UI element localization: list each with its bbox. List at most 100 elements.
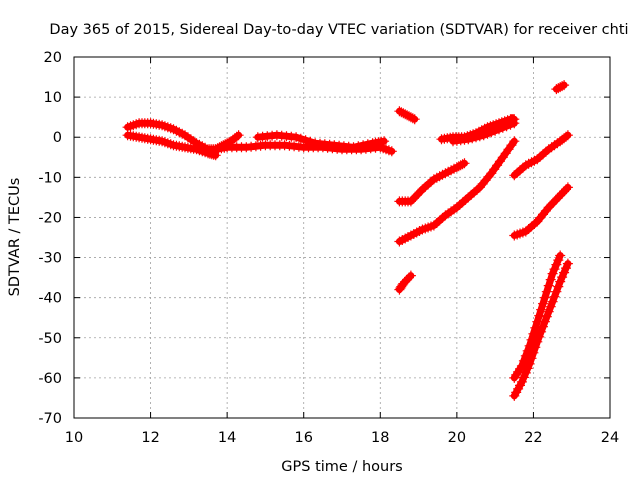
plus-marker bbox=[541, 311, 552, 322]
plus-marker bbox=[551, 286, 562, 297]
plus-marker bbox=[409, 114, 420, 125]
plus-marker bbox=[555, 276, 566, 287]
plus-marker bbox=[562, 130, 573, 141]
plus-marker bbox=[561, 263, 571, 274]
x-tick-label: 18 bbox=[371, 430, 389, 446]
y-tick-label: -40 bbox=[38, 291, 62, 307]
chart-title: Day 365 of 2015, Sidereal Day-to-day VTE… bbox=[49, 22, 628, 38]
y-tick-label: 10 bbox=[44, 90, 62, 106]
plus-marker bbox=[530, 342, 541, 353]
tick-layer: 10 12 14 16 18 20 22 24 20 10 0 -10 -20 -30 -40 -50 -60 -… bbox=[38, 50, 619, 446]
y-tick-label: -60 bbox=[38, 371, 62, 387]
y-tick-label: 0 bbox=[53, 130, 62, 146]
plus-marker bbox=[549, 264, 560, 275]
data-series bbox=[509, 130, 573, 181]
plus-marker bbox=[539, 292, 550, 303]
plus-marker bbox=[555, 250, 566, 261]
data-series bbox=[122, 130, 221, 161]
data-series bbox=[509, 258, 573, 401]
plus-marker bbox=[536, 326, 547, 337]
plus-marker bbox=[524, 358, 535, 369]
plus-marker bbox=[526, 353, 537, 364]
x-tick-label: 12 bbox=[141, 430, 159, 446]
plus-marker bbox=[545, 274, 556, 285]
data-layer bbox=[122, 80, 573, 401]
plus-marker bbox=[543, 280, 554, 291]
plus-marker bbox=[231, 131, 242, 142]
plus-marker bbox=[562, 182, 573, 193]
data-series bbox=[394, 136, 520, 247]
x-tick-label: 24 bbox=[601, 430, 619, 446]
plus-marker bbox=[516, 376, 527, 387]
y-tick-label: -50 bbox=[38, 331, 62, 347]
plus-marker bbox=[348, 142, 359, 153]
plus-marker bbox=[553, 281, 564, 292]
plus-marker bbox=[457, 159, 468, 170]
plus-marker bbox=[557, 272, 568, 283]
y-tick-label: 20 bbox=[44, 50, 62, 66]
plot-frame bbox=[73, 56, 611, 419]
plus-marker bbox=[541, 286, 552, 297]
plus-marker bbox=[353, 141, 364, 152]
plus-marker bbox=[536, 304, 547, 315]
plus-marker bbox=[547, 296, 558, 307]
y-tick-label: -30 bbox=[38, 251, 62, 267]
plus-marker bbox=[538, 298, 548, 309]
plus-marker bbox=[509, 136, 520, 147]
plus-marker bbox=[518, 372, 529, 383]
plus-marker bbox=[557, 81, 568, 92]
plus-marker bbox=[534, 331, 545, 342]
y-tick-label: -20 bbox=[38, 210, 62, 226]
plus-marker bbox=[532, 336, 543, 347]
plus-marker bbox=[305, 136, 316, 147]
x-tick-label: 22 bbox=[524, 430, 542, 446]
x-tick-label: 14 bbox=[218, 430, 236, 446]
plus-marker bbox=[291, 132, 302, 143]
data-series bbox=[252, 130, 390, 153]
plus-marker bbox=[522, 363, 533, 374]
plus-marker bbox=[362, 139, 373, 150]
plus-marker bbox=[509, 118, 520, 129]
plus-marker bbox=[561, 131, 571, 142]
y-tick-label: -10 bbox=[38, 170, 62, 186]
plus-marker bbox=[530, 322, 541, 333]
plus-marker bbox=[300, 135, 311, 146]
plus-marker bbox=[379, 136, 390, 147]
plus-marker bbox=[553, 255, 564, 266]
plus-marker bbox=[386, 146, 397, 157]
x-tick-label: 20 bbox=[448, 430, 466, 446]
x-tick-label: 16 bbox=[294, 430, 312, 446]
x-axis-label: GPS time / hours bbox=[281, 459, 402, 475]
data-series bbox=[551, 80, 570, 95]
plus-marker bbox=[559, 80, 570, 91]
plus-marker bbox=[404, 272, 414, 283]
data-series bbox=[448, 118, 520, 147]
plus-marker bbox=[551, 259, 562, 270]
plus-marker bbox=[543, 306, 554, 317]
x-tick-label: 10 bbox=[65, 430, 83, 446]
plus-marker bbox=[233, 130, 244, 141]
y-axis-label: SDTVAR / TECUs bbox=[7, 178, 23, 297]
data-series bbox=[509, 182, 573, 241]
plus-marker bbox=[358, 140, 369, 151]
plus-marker bbox=[459, 158, 470, 169]
plus-marker bbox=[520, 367, 531, 378]
plus-marker bbox=[539, 316, 550, 327]
plus-marker bbox=[534, 310, 545, 321]
plus-marker bbox=[295, 133, 306, 144]
plus-marker bbox=[405, 270, 416, 281]
data-series bbox=[509, 250, 566, 383]
data-series bbox=[394, 106, 420, 125]
plus-marker bbox=[559, 267, 570, 278]
y-tick-label: -70 bbox=[38, 411, 62, 427]
plus-marker bbox=[407, 113, 418, 124]
data-series bbox=[394, 270, 416, 295]
plus-marker bbox=[562, 258, 573, 269]
plus-marker bbox=[538, 321, 548, 332]
plus-marker bbox=[545, 301, 556, 312]
plus-marker bbox=[549, 291, 560, 302]
plus-marker bbox=[561, 184, 571, 195]
plus-marker bbox=[528, 347, 539, 358]
plus-marker bbox=[547, 268, 558, 279]
